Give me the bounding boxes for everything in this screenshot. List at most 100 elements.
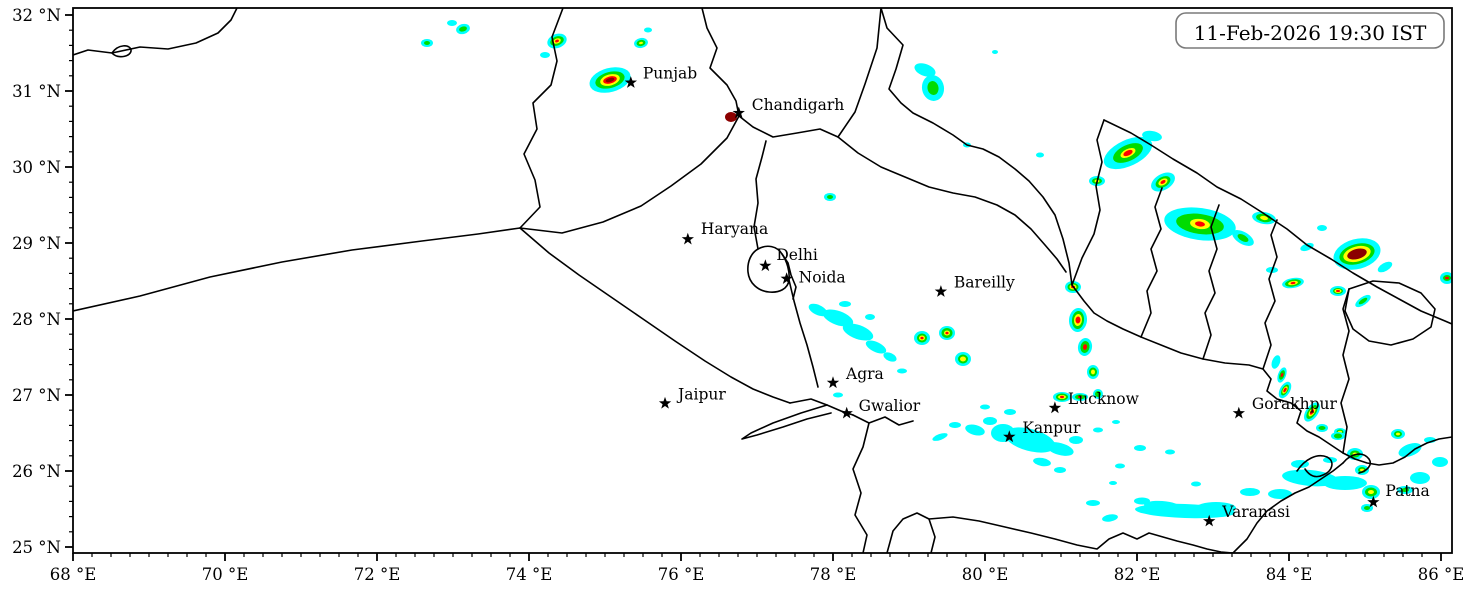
city-marker-noida: Noida	[780, 269, 846, 287]
x-tick-label: 86 °E	[1418, 565, 1465, 584]
echo-intensity-level-0	[644, 27, 652, 33]
radar-echo-cell	[1330, 286, 1346, 296]
radar-echo-cell	[1109, 481, 1117, 485]
radar-echo-cell	[1191, 481, 1201, 487]
echo-intensity-level-0	[865, 340, 887, 354]
boundary-line	[747, 245, 790, 293]
echo-intensity-level-2	[960, 356, 966, 362]
city-label: Bareilly	[954, 274, 1015, 292]
radar-echo-cell	[1316, 424, 1328, 432]
echo-intensity-level-0	[808, 303, 828, 317]
radar-echo-cell	[1134, 445, 1146, 451]
city-label: Punjab	[643, 65, 697, 83]
boundary-line	[781, 253, 797, 300]
boundary-line	[1344, 280, 1436, 346]
radar-echo-cell	[725, 112, 737, 122]
echo-intensity-level-0	[1112, 420, 1120, 424]
echo-intensity-level-0	[1036, 152, 1044, 158]
y-tick-label: 32 °N	[12, 6, 61, 25]
echo-intensity-level-0	[1196, 502, 1236, 514]
echo-intensity-level-1	[1358, 297, 1368, 305]
echo-intensity-level-2	[639, 41, 643, 45]
echo-intensity-level-0	[1102, 514, 1118, 522]
radar-echo-cell	[456, 23, 470, 35]
radar-echo-cell	[1093, 389, 1103, 399]
echo-intensity-level-3	[1160, 180, 1166, 184]
echo-intensity-level-0	[932, 433, 948, 441]
radar-echo-cell	[1086, 500, 1100, 506]
y-tick-label: 27 °N	[12, 386, 61, 405]
radar-echo-cell	[1333, 238, 1381, 270]
radar-echo-cell	[1004, 427, 1056, 453]
boundary-line	[1202, 204, 1220, 360]
city-marker-bareilly: Bareilly	[934, 274, 1015, 297]
radar-echo-cell	[1068, 308, 1088, 332]
echo-intensity-level-1	[927, 81, 939, 95]
boundary-line	[1340, 288, 1350, 454]
star-icon	[1367, 495, 1380, 508]
axes: 68 °E 70 °E 72 °E 74 °E 76 °E 78 °E 80 °E 82 °E…	[12, 6, 1464, 584]
boundary-line	[738, 115, 839, 138]
echo-intensity-level-4	[1347, 248, 1367, 260]
boundary-line	[519, 8, 564, 229]
radar-echo-cell	[1317, 225, 1327, 231]
echo-intensity-level-0	[1410, 472, 1430, 484]
x-tick-label: 78 °E	[810, 565, 857, 584]
echo-intensity-level-0	[1086, 500, 1100, 506]
y-tick-label: 30 °N	[12, 158, 61, 177]
radar-echo-cell	[842, 323, 874, 341]
echo-intensity-level-2	[1360, 468, 1364, 472]
echo-intensity-level-0	[983, 417, 997, 425]
radar-echo-cell	[1304, 402, 1320, 422]
city-label: Jaipur	[676, 385, 726, 403]
boundary-line	[1103, 119, 1452, 325]
boundary-line	[519, 115, 740, 234]
star-icon	[1048, 401, 1062, 414]
city-label: Haryana	[701, 220, 768, 238]
radar-echo-cell	[1077, 338, 1093, 356]
radar-echo-cell	[1410, 472, 1430, 484]
radar-echo-cell	[932, 433, 948, 441]
city-marker-agra: Agra	[826, 365, 884, 389]
city-marker-patna: Patna	[1367, 482, 1430, 508]
radar-echo-cell	[547, 33, 567, 49]
boundary-line	[701, 8, 740, 117]
boundary-line	[741, 404, 832, 440]
radar-echo-cell	[1103, 136, 1153, 170]
echo-intensity-level-0	[914, 63, 936, 77]
echo-intensity-level-3	[920, 336, 924, 340]
boundary-line	[73, 227, 521, 312]
star-icon	[1232, 406, 1245, 419]
echo-intensity-level-0	[540, 52, 550, 58]
radar-echo-cell	[589, 67, 631, 93]
radar-echo-cell	[1142, 130, 1162, 142]
boundary-line	[788, 279, 819, 388]
city-markers: Punjab Chandigarh Haryana Delhi Noida Bareill…	[624, 65, 1430, 527]
radar-echo-cell	[1440, 272, 1452, 284]
radar-echo-cell	[540, 52, 550, 58]
radar-echo-cell	[1072, 393, 1088, 401]
y-tick-label: 31 °N	[12, 82, 61, 101]
star-icon	[681, 232, 694, 245]
y-tick-label: 28 °N	[12, 310, 61, 329]
radar-echo-layer	[421, 20, 1452, 522]
echo-intensity-level-3	[1195, 221, 1205, 227]
echo-intensity-level-0	[1046, 442, 1074, 456]
echo-intensity-level-0	[992, 50, 998, 54]
boundary-line	[928, 516, 1234, 553]
boundary-line	[73, 8, 238, 56]
boundary-line	[1262, 219, 1278, 370]
city-label: Lucknow	[1068, 390, 1140, 408]
radar-echo-cell	[914, 331, 930, 345]
echo-intensity-level-3	[1280, 373, 1284, 377]
radar-echo-cell	[965, 424, 985, 436]
echo-intensity-level-1	[459, 26, 467, 32]
radar-echo-cell	[1196, 502, 1236, 514]
radar-echo-cell	[1069, 436, 1083, 444]
city-marker-kanpur: Kanpur	[1003, 419, 1081, 443]
echo-intensity-level-0	[1004, 409, 1016, 415]
echo-intensity-level-3	[945, 331, 949, 335]
echo-intensity-level-3	[1445, 276, 1449, 280]
x-tick-label: 82 °E	[1114, 565, 1161, 584]
